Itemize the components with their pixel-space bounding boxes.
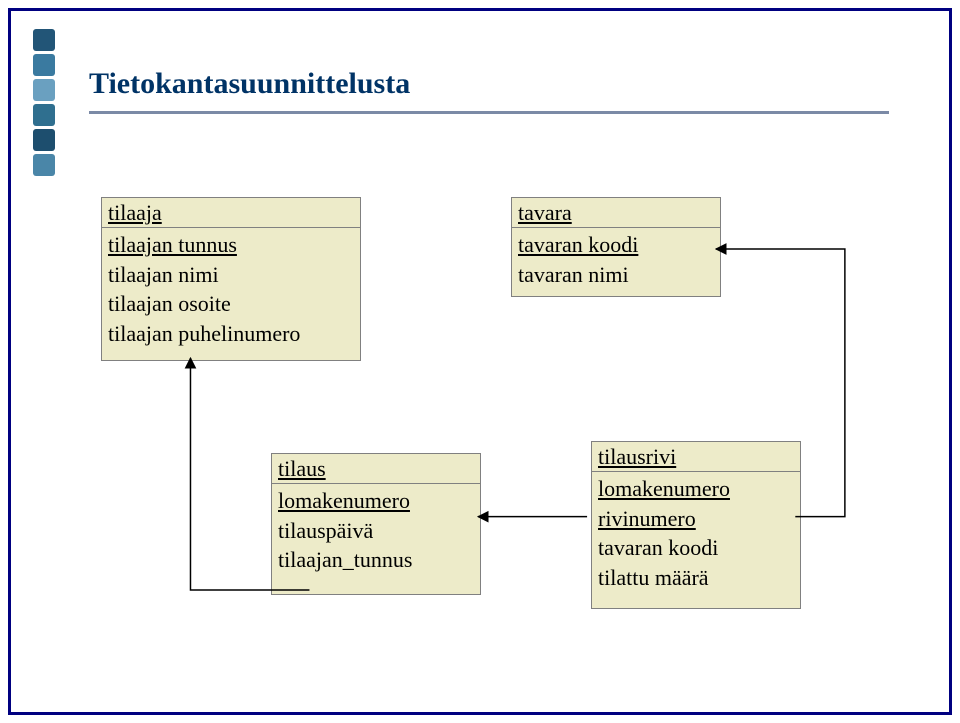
entity-attr: tilaajan_tunnus	[278, 545, 474, 575]
entity-header: tavara	[512, 198, 720, 228]
connector-layer	[11, 11, 949, 712]
entity-tilausrivi: tilausrivi lomakenumerorivinumerotavaran…	[591, 441, 801, 609]
entity-body: tilaajan tunnustilaajan nimitilaajan oso…	[102, 228, 360, 353]
left-deco-squares	[33, 29, 55, 179]
entity-body: lomakenumerotilauspäivätilaajan_tunnus	[272, 484, 480, 579]
entity-attr: rivinumero	[598, 504, 794, 534]
entity-attr: tilattu määrä	[598, 563, 794, 593]
entity-tilaus: tilaus lomakenumerotilauspäivätilaajan_t…	[271, 453, 481, 595]
deco-square	[33, 154, 55, 176]
entity-header: tilaus	[272, 454, 480, 484]
entity-attr: tilauspäivä	[278, 516, 474, 546]
entity-attr: tavaran koodi	[598, 533, 794, 563]
entity-attr: lomakenumero	[278, 486, 474, 516]
entity-header: tilausrivi	[592, 442, 800, 472]
slide-title: Tietokantasuunnittelusta	[89, 67, 410, 101]
entity-tavara: tavara tavaran kooditavaran nimi	[511, 197, 721, 297]
deco-square	[33, 79, 55, 101]
deco-square	[33, 104, 55, 126]
entity-attr: tavaran koodi	[518, 230, 714, 260]
entity-attr: tilaajan puhelinumero	[108, 319, 354, 349]
entity-attr: tilaajan nimi	[108, 260, 354, 290]
entity-tilaaja: tilaaja tilaajan tunnustilaajan nimitila…	[101, 197, 361, 361]
entity-body: lomakenumerorivinumerotavaran kooditilat…	[592, 472, 800, 597]
entity-attr: tilaajan tunnus	[108, 230, 354, 260]
deco-square	[33, 54, 55, 76]
slide-frame: Tietokantasuunnittelusta tilaaja tilaaja…	[8, 8, 952, 715]
entity-header: tilaaja	[102, 198, 360, 228]
entity-attr: tavaran nimi	[518, 260, 714, 290]
entity-body: tavaran kooditavaran nimi	[512, 228, 720, 293]
deco-square	[33, 29, 55, 51]
title-underline	[89, 111, 889, 114]
entity-attr: tilaajan osoite	[108, 289, 354, 319]
deco-square	[33, 129, 55, 151]
entity-attr: lomakenumero	[598, 474, 794, 504]
